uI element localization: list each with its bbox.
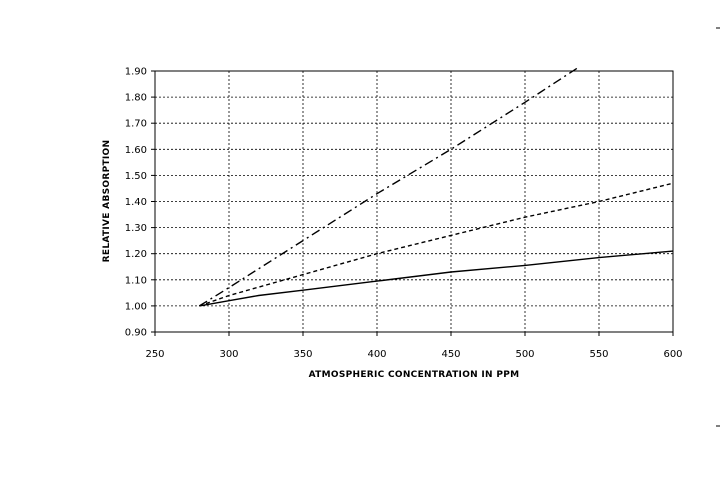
series-line-dashed bbox=[199, 182, 674, 307]
y-tick-label: 1.70 bbox=[125, 119, 147, 130]
x-axis-title: ATMOSPHERIC CONCENTRATION IN PPM bbox=[309, 370, 520, 380]
y-axis-title: RELATIVE ABSORPTION bbox=[102, 140, 112, 263]
x-tick-label: 400 bbox=[367, 349, 386, 360]
x-tick-label: 350 bbox=[293, 349, 312, 360]
x-tick-label: 500 bbox=[515, 349, 534, 360]
y-tick-label: 1.50 bbox=[125, 171, 147, 182]
grid bbox=[155, 71, 673, 332]
x-tick-label: 250 bbox=[145, 349, 164, 360]
series-line-solid bbox=[199, 250, 674, 307]
y-tick-label: 1.20 bbox=[125, 249, 147, 260]
y-tick-label: 1.30 bbox=[125, 223, 147, 234]
x-tick-label: 300 bbox=[219, 349, 238, 360]
series-group bbox=[199, 67, 674, 307]
y-tick-label: 0.90 bbox=[125, 328, 147, 339]
x-tick-labels: 250 300 350 400 450 500 550 600 bbox=[145, 332, 683, 360]
y-tick-label: 1.90 bbox=[125, 67, 147, 78]
x-tick-label: 550 bbox=[589, 349, 608, 360]
y-tick-label: 1.40 bbox=[125, 197, 147, 208]
x-tick-label: 600 bbox=[663, 349, 682, 360]
y-tick-label: 1.60 bbox=[125, 145, 147, 156]
series-line-dash-dot bbox=[199, 67, 578, 307]
y-tick-label: 1.10 bbox=[125, 275, 147, 286]
y-tick-labels: 0.90 1.00 1.10 1.20 1.30 1.40 1.50 1.60 1.70 1.80… bbox=[125, 67, 155, 339]
x-tick-label: 450 bbox=[441, 349, 460, 360]
y-tick-label: 1.80 bbox=[125, 93, 147, 104]
y-tick-label: 1.00 bbox=[125, 301, 147, 312]
